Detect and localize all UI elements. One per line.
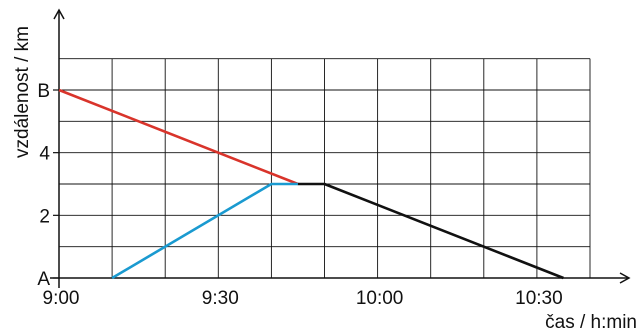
x-tick-label: 9:00: [43, 288, 80, 309]
y-axis-arrow: [53, 8, 65, 20]
x-axis-title: čas / h:min: [545, 312, 637, 333]
series-line-1: [58, 88, 299, 186]
y-tick-label: B: [37, 81, 50, 102]
x-tick-label: 10:30: [515, 288, 563, 309]
y-tick-label: 2: [39, 206, 50, 227]
x-axis-arrow: [619, 272, 631, 284]
x-tick-label: 10:00: [356, 288, 404, 309]
x-tick-labels: 9:00 9:30 10:00 10:30: [43, 288, 563, 309]
y-axis-title: vzdálenost / km: [12, 26, 33, 158]
series-line-3: [297, 182, 564, 280]
series-line-2: [111, 182, 298, 280]
series-lines: [58, 88, 564, 280]
y-tick-labels: A 2 4 B: [37, 81, 59, 290]
axes: [50, 8, 631, 288]
x-tick-label: 9:30: [202, 288, 239, 309]
y-tick-label: 4: [39, 144, 50, 165]
grid: [58, 58, 591, 279]
y-tick-label: A: [37, 269, 50, 290]
